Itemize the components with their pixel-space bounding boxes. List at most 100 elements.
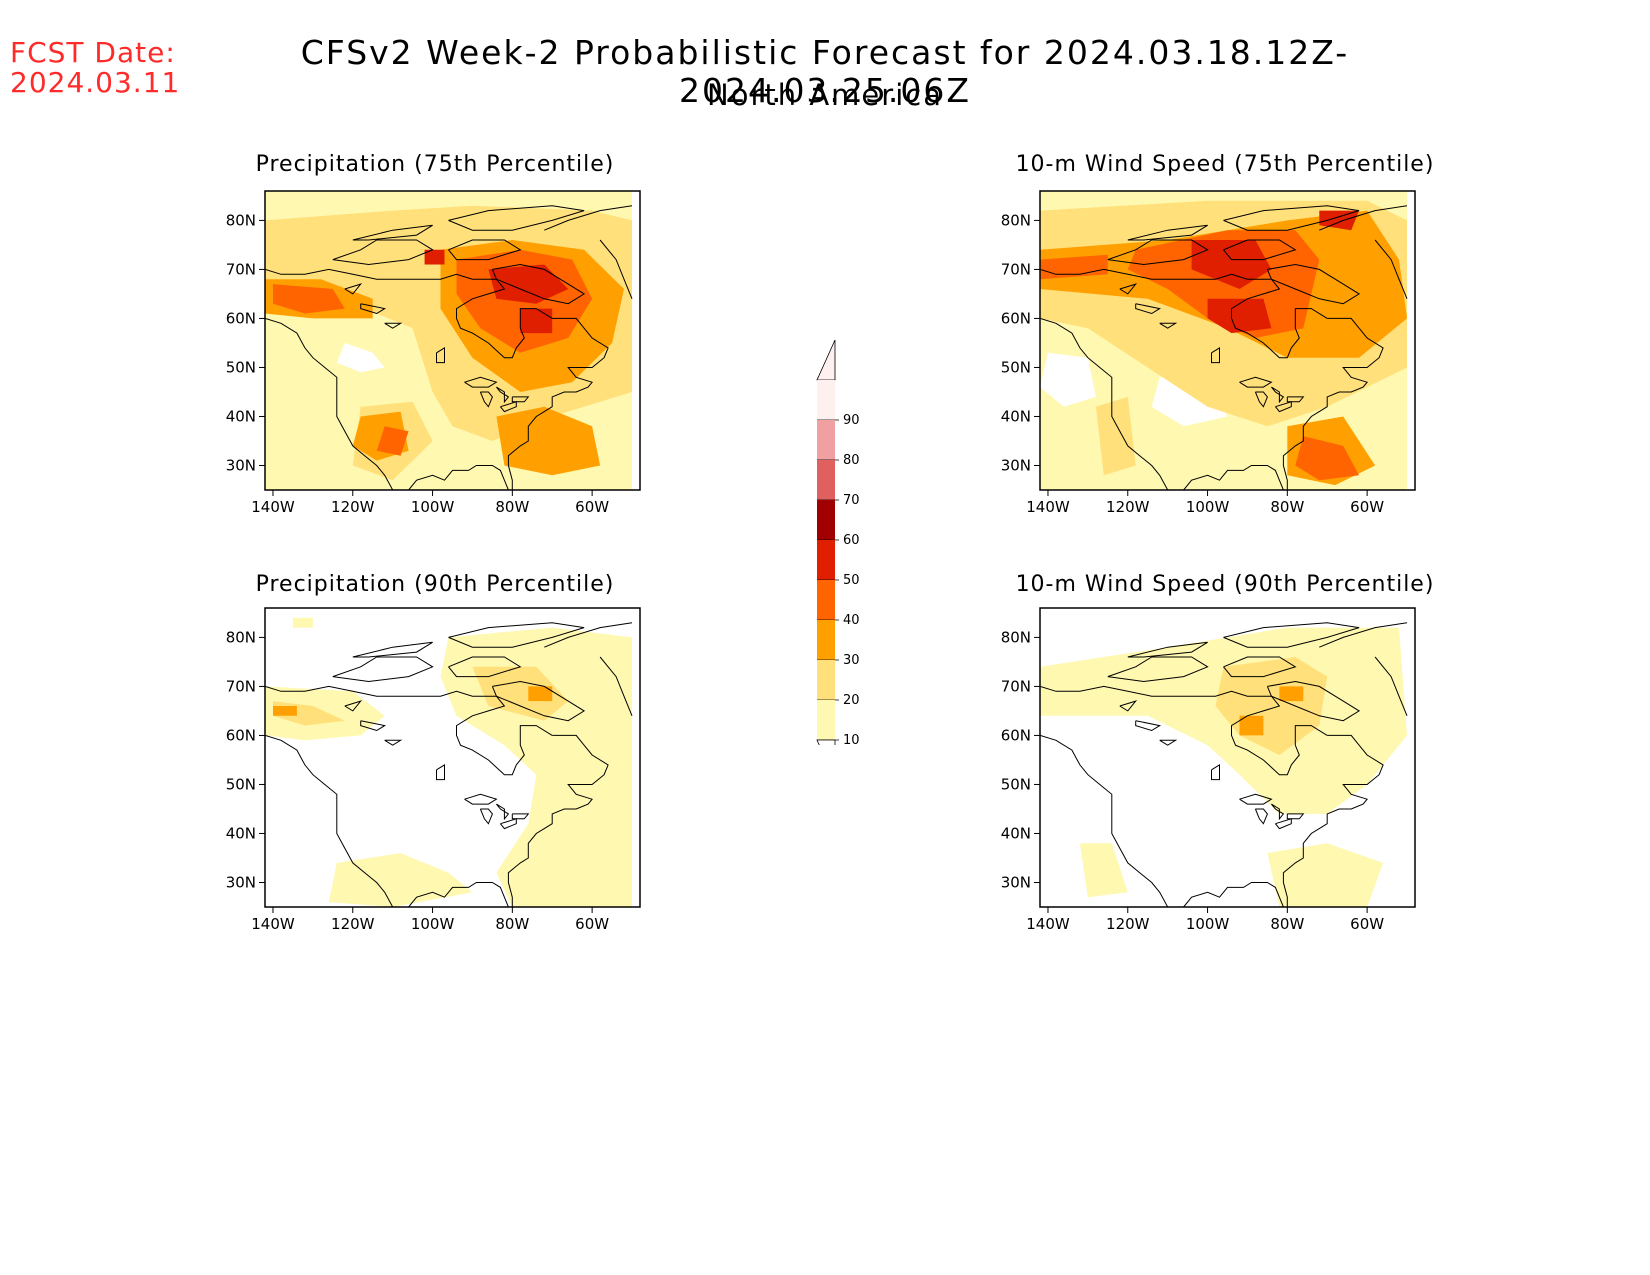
coastline [265,317,394,490]
coastline [507,734,609,907]
shading-region [1095,396,1136,476]
lat-tick-label: 60N [1001,309,1031,327]
colorbar-label: 30 [843,653,860,668]
coastlines [1040,205,1408,490]
lon-tick-label: 60W [1350,915,1384,933]
coastline [408,465,509,490]
lon-tick-label: 80W [495,498,529,516]
map-frame [264,607,641,908]
shading-region [1239,715,1264,736]
lat-tick-label: 60N [1001,726,1031,744]
colorbar-label: 20 [843,693,860,708]
coastline [1040,317,1169,490]
coastline [1374,239,1408,299]
colorbar-label: 70 [843,493,860,508]
colorbar-swatch [817,460,835,500]
coastline [1127,641,1208,658]
lon-tick-label: 100W [1186,498,1230,516]
coastline [1223,656,1297,678]
panel-title-precip-75: Precipitation (75th Percentile) [255,152,615,177]
shading-region [273,284,345,314]
coastline [511,813,530,820]
coastline [1286,396,1305,403]
lat-tick-label: 70N [1001,260,1031,278]
coastline [1159,322,1178,329]
probability-shading [1040,608,1407,907]
coastline [1319,622,1408,648]
lat-tick-label: 50N [226,775,256,793]
lat-tick-label: 60N [226,309,256,327]
shading-region [496,406,601,476]
lon-tick-label: 140W [1026,498,1070,516]
colorbar-label: 80 [843,453,860,468]
coastline [1223,622,1360,648]
coastline [384,739,403,746]
coastline [544,622,633,648]
coastline [448,622,585,648]
shading-region [1079,843,1128,898]
colorbar-swatch [817,580,835,620]
coastline [344,700,363,712]
lon-tick-label: 100W [411,915,455,933]
coastlines [1040,622,1408,907]
coastline [1135,720,1162,732]
coastline [1223,239,1297,261]
coastline [1183,882,1284,907]
shading-region [424,249,445,265]
lon-tick-label: 100W [411,498,455,516]
forecast-date-block: FCST Date: 2024.03.11 [10,38,180,98]
lat-tick-label: 80N [1001,628,1031,646]
shading-region [1295,436,1360,481]
shading-region [292,617,313,628]
coastline [1159,739,1178,746]
lon-tick-label: 140W [1026,915,1070,933]
coastline [1254,808,1268,825]
lat-tick-label: 80N [226,628,256,646]
lat-tick-label: 70N [226,677,256,695]
panel-title-wind-75: 10-m Wind Speed (75th Percentile) [1015,152,1435,177]
colorbar-swatch [817,700,835,740]
probability-shading [265,191,632,490]
lat-tick-label: 30N [226,456,256,474]
shading-region [1040,352,1096,407]
coastline [1271,803,1285,821]
lon-tick-label: 140W [251,498,295,516]
coastline [599,656,633,716]
lat-tick-label: 70N [1001,677,1031,695]
coastline [332,656,434,683]
colorbar-swatch [817,500,835,540]
colorbar-label: 60 [843,533,860,548]
shading-region [1279,686,1304,702]
coastline [1239,376,1273,388]
coastline [352,224,433,241]
coastline [436,764,445,781]
map-precip-90: 80N 70N 60N 50N 40N 30N 140W 120W 100W 80W 60W [226,607,641,933]
coastline [1275,401,1292,413]
lon-tick-label: 80W [1270,498,1304,516]
coastline [1040,685,1328,776]
probability-colorbar: 90 80 70 60 50 40 30 20 10 [816,339,860,745]
coastline [344,283,363,295]
coastline [360,303,387,315]
coastline [1107,656,1209,683]
lat-tick-label: 50N [1001,358,1031,376]
coastline [1107,239,1209,266]
colorbar-label: 90 [843,413,860,428]
coastline [436,347,445,364]
shading-region [1267,843,1384,907]
shading-region [488,264,569,304]
map-frame [264,190,641,491]
coastline [1040,734,1169,907]
forecast-date-label: FCST Date: [10,36,176,69]
coastline [599,239,633,299]
lon-tick-label: 120W [1106,915,1150,933]
coastline [500,401,517,413]
coastline [1266,680,1361,722]
lon-tick-label: 60W [1350,498,1384,516]
lat-tick-label: 50N [226,358,256,376]
coastline [479,808,493,825]
coastline [1254,391,1268,408]
coastline [1282,317,1384,490]
coastline [496,386,510,404]
coastline [352,641,433,658]
